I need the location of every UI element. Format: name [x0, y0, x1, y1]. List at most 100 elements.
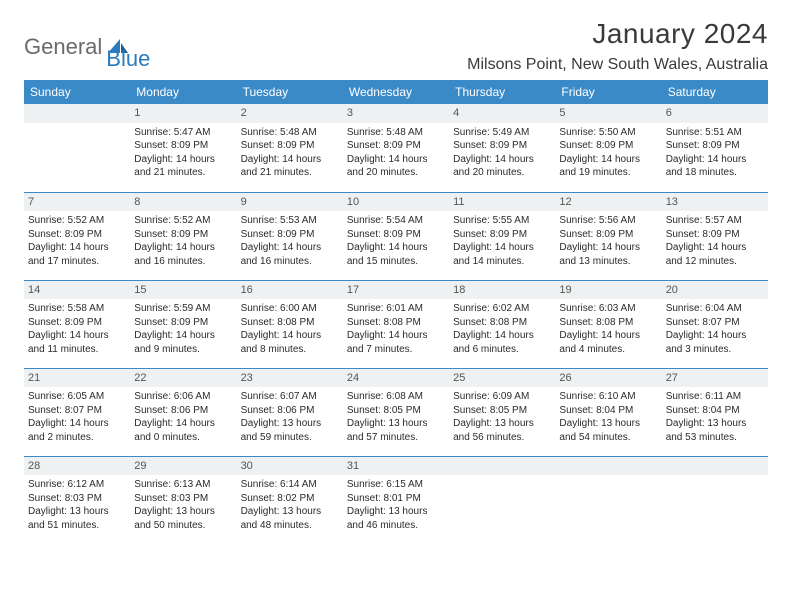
sunrise-text: Sunrise: 6:08 AM [347, 390, 445, 404]
day-cell [662, 456, 768, 544]
daylight-text: Daylight: 13 hours and 54 minutes. [559, 417, 657, 444]
sunset-text: Sunset: 8:07 PM [666, 316, 764, 330]
day-cell: 17Sunrise: 6:01 AMSunset: 8:08 PMDayligh… [343, 280, 449, 368]
location-label: Milsons Point, New South Wales, Australi… [467, 56, 768, 74]
sunset-text: Sunset: 8:08 PM [453, 316, 551, 330]
sunrise-text: Sunrise: 6:07 AM [241, 390, 339, 404]
sunrise-text: Sunrise: 5:47 AM [134, 126, 232, 140]
calendar-table: Sunday Monday Tuesday Wednesday Thursday… [24, 80, 768, 544]
day-number: 31 [343, 457, 449, 476]
sunset-text: Sunset: 8:09 PM [666, 139, 764, 153]
daylight-text: Daylight: 14 hours and 14 minutes. [453, 241, 551, 268]
day-cell: 26Sunrise: 6:10 AMSunset: 8:04 PMDayligh… [555, 368, 661, 456]
day-cell: 22Sunrise: 6:06 AMSunset: 8:06 PMDayligh… [130, 368, 236, 456]
day-number: 1 [130, 104, 236, 123]
day-cell: 10Sunrise: 5:54 AMSunset: 8:09 PMDayligh… [343, 192, 449, 280]
weekday-header-row: Sunday Monday Tuesday Wednesday Thursday… [24, 80, 768, 104]
sunset-text: Sunset: 8:09 PM [134, 139, 232, 153]
daylight-text: Daylight: 14 hours and 18 minutes. [666, 153, 764, 180]
sunset-text: Sunset: 8:09 PM [134, 316, 232, 330]
sunset-text: Sunset: 8:02 PM [241, 492, 339, 506]
sunrise-text: Sunrise: 5:48 AM [347, 126, 445, 140]
sunset-text: Sunset: 8:05 PM [347, 404, 445, 418]
daylight-text: Daylight: 14 hours and 0 minutes. [134, 417, 232, 444]
daylight-text: Daylight: 13 hours and 53 minutes. [666, 417, 764, 444]
day-cell: 13Sunrise: 5:57 AMSunset: 8:09 PMDayligh… [662, 192, 768, 280]
daylight-text: Daylight: 13 hours and 50 minutes. [134, 505, 232, 532]
sunset-text: Sunset: 8:08 PM [347, 316, 445, 330]
sunrise-text: Sunrise: 6:10 AM [559, 390, 657, 404]
sunset-text: Sunset: 8:09 PM [453, 139, 551, 153]
weekday-header: Tuesday [237, 80, 343, 104]
sunrise-text: Sunrise: 6:13 AM [134, 478, 232, 492]
brand-logo: General Blue [24, 18, 150, 72]
day-cell [24, 104, 130, 192]
daylight-text: Daylight: 14 hours and 16 minutes. [134, 241, 232, 268]
day-cell: 12Sunrise: 5:56 AMSunset: 8:09 PMDayligh… [555, 192, 661, 280]
sunset-text: Sunset: 8:09 PM [28, 228, 126, 242]
sunrise-text: Sunrise: 6:11 AM [666, 390, 764, 404]
sunrise-text: Sunrise: 6:04 AM [666, 302, 764, 316]
sunset-text: Sunset: 8:09 PM [347, 139, 445, 153]
daylight-text: Daylight: 14 hours and 19 minutes. [559, 153, 657, 180]
weekday-header: Wednesday [343, 80, 449, 104]
sunrise-text: Sunrise: 5:52 AM [28, 214, 126, 228]
sunrise-text: Sunrise: 5:58 AM [28, 302, 126, 316]
day-number: 2 [237, 104, 343, 123]
sunset-text: Sunset: 8:09 PM [453, 228, 551, 242]
day-number: 16 [237, 281, 343, 300]
day-cell: 25Sunrise: 6:09 AMSunset: 8:05 PMDayligh… [449, 368, 555, 456]
day-number: 12 [555, 193, 661, 212]
daylight-text: Daylight: 13 hours and 51 minutes. [28, 505, 126, 532]
day-cell: 20Sunrise: 6:04 AMSunset: 8:07 PMDayligh… [662, 280, 768, 368]
day-cell [555, 456, 661, 544]
sunrise-text: Sunrise: 5:49 AM [453, 126, 551, 140]
day-number: 30 [237, 457, 343, 476]
sunset-text: Sunset: 8:08 PM [241, 316, 339, 330]
sunrise-text: Sunrise: 6:01 AM [347, 302, 445, 316]
day-number: 10 [343, 193, 449, 212]
weekday-header: Friday [555, 80, 661, 104]
daylight-text: Daylight: 13 hours and 59 minutes. [241, 417, 339, 444]
week-row: 1Sunrise: 5:47 AMSunset: 8:09 PMDaylight… [24, 104, 768, 192]
day-cell: 5 Sunrise: 5:50 AMSunset: 8:09 PMDaylight… [555, 104, 661, 192]
sunrise-text: Sunrise: 5:50 AM [559, 126, 657, 140]
sunrise-text: Sunrise: 5:57 AM [666, 214, 764, 228]
sunset-text: Sunset: 8:01 PM [347, 492, 445, 506]
sunset-text: Sunset: 8:09 PM [134, 228, 232, 242]
day-number: 5 [555, 104, 661, 123]
day-cell: 24 Sunrise: 6:08 AMSunset: 8:05 PMDayligh… [343, 368, 449, 456]
daylight-text: Daylight: 13 hours and 57 minutes. [347, 417, 445, 444]
day-number: 29 [130, 457, 236, 476]
day-number: 3 [343, 104, 449, 123]
day-number: 17 [343, 281, 449, 300]
day-number: 28 [24, 457, 130, 476]
daylight-text: Daylight: 14 hours and 9 minutes. [134, 329, 232, 356]
day-number: 7 [24, 193, 130, 212]
sunset-text: Sunset: 8:03 PM [28, 492, 126, 506]
daylight-text: Daylight: 14 hours and 16 minutes. [241, 241, 339, 268]
week-row: 7Sunrise: 5:52 AMSunset: 8:09 PMDaylight… [24, 192, 768, 280]
sunrise-text: Sunrise: 6:15 AM [347, 478, 445, 492]
sunrise-text: Sunrise: 6:12 AM [28, 478, 126, 492]
daylight-text: Daylight: 14 hours and 3 minutes. [666, 329, 764, 356]
day-cell: 23Sunrise: 6:07 AMSunset: 8:06 PMDayligh… [237, 368, 343, 456]
sunset-text: Sunset: 8:08 PM [559, 316, 657, 330]
day-cell: 31Sunrise: 6:15 AMSunset: 8:01 PMDayligh… [343, 456, 449, 544]
sunrise-text: Sunrise: 5:54 AM [347, 214, 445, 228]
sunset-text: Sunset: 8:07 PM [28, 404, 126, 418]
sunset-text: Sunset: 8:09 PM [559, 139, 657, 153]
day-cell: 9Sunrise: 5:53 AMSunset: 8:09 PMDaylight… [237, 192, 343, 280]
header: General Blue January 2024 Milsons Point,… [24, 18, 768, 74]
day-cell: 29 Sunrise: 6:13 AMSunset: 8:03 PMDayligh… [130, 456, 236, 544]
sunrise-text: Sunrise: 6:06 AM [134, 390, 232, 404]
day-number: 24 [343, 369, 449, 388]
sunrise-text: Sunrise: 5:53 AM [241, 214, 339, 228]
week-row: 21Sunrise: 6:05 AMSunset: 8:07 PMDayligh… [24, 368, 768, 456]
weekday-header: Monday [130, 80, 236, 104]
sunset-text: Sunset: 8:03 PM [134, 492, 232, 506]
weekday-header: Saturday [662, 80, 768, 104]
day-number: 8 [130, 193, 236, 212]
sunset-text: Sunset: 8:09 PM [28, 316, 126, 330]
day-cell: 15Sunrise: 5:59 AMSunset: 8:09 PMDayligh… [130, 280, 236, 368]
